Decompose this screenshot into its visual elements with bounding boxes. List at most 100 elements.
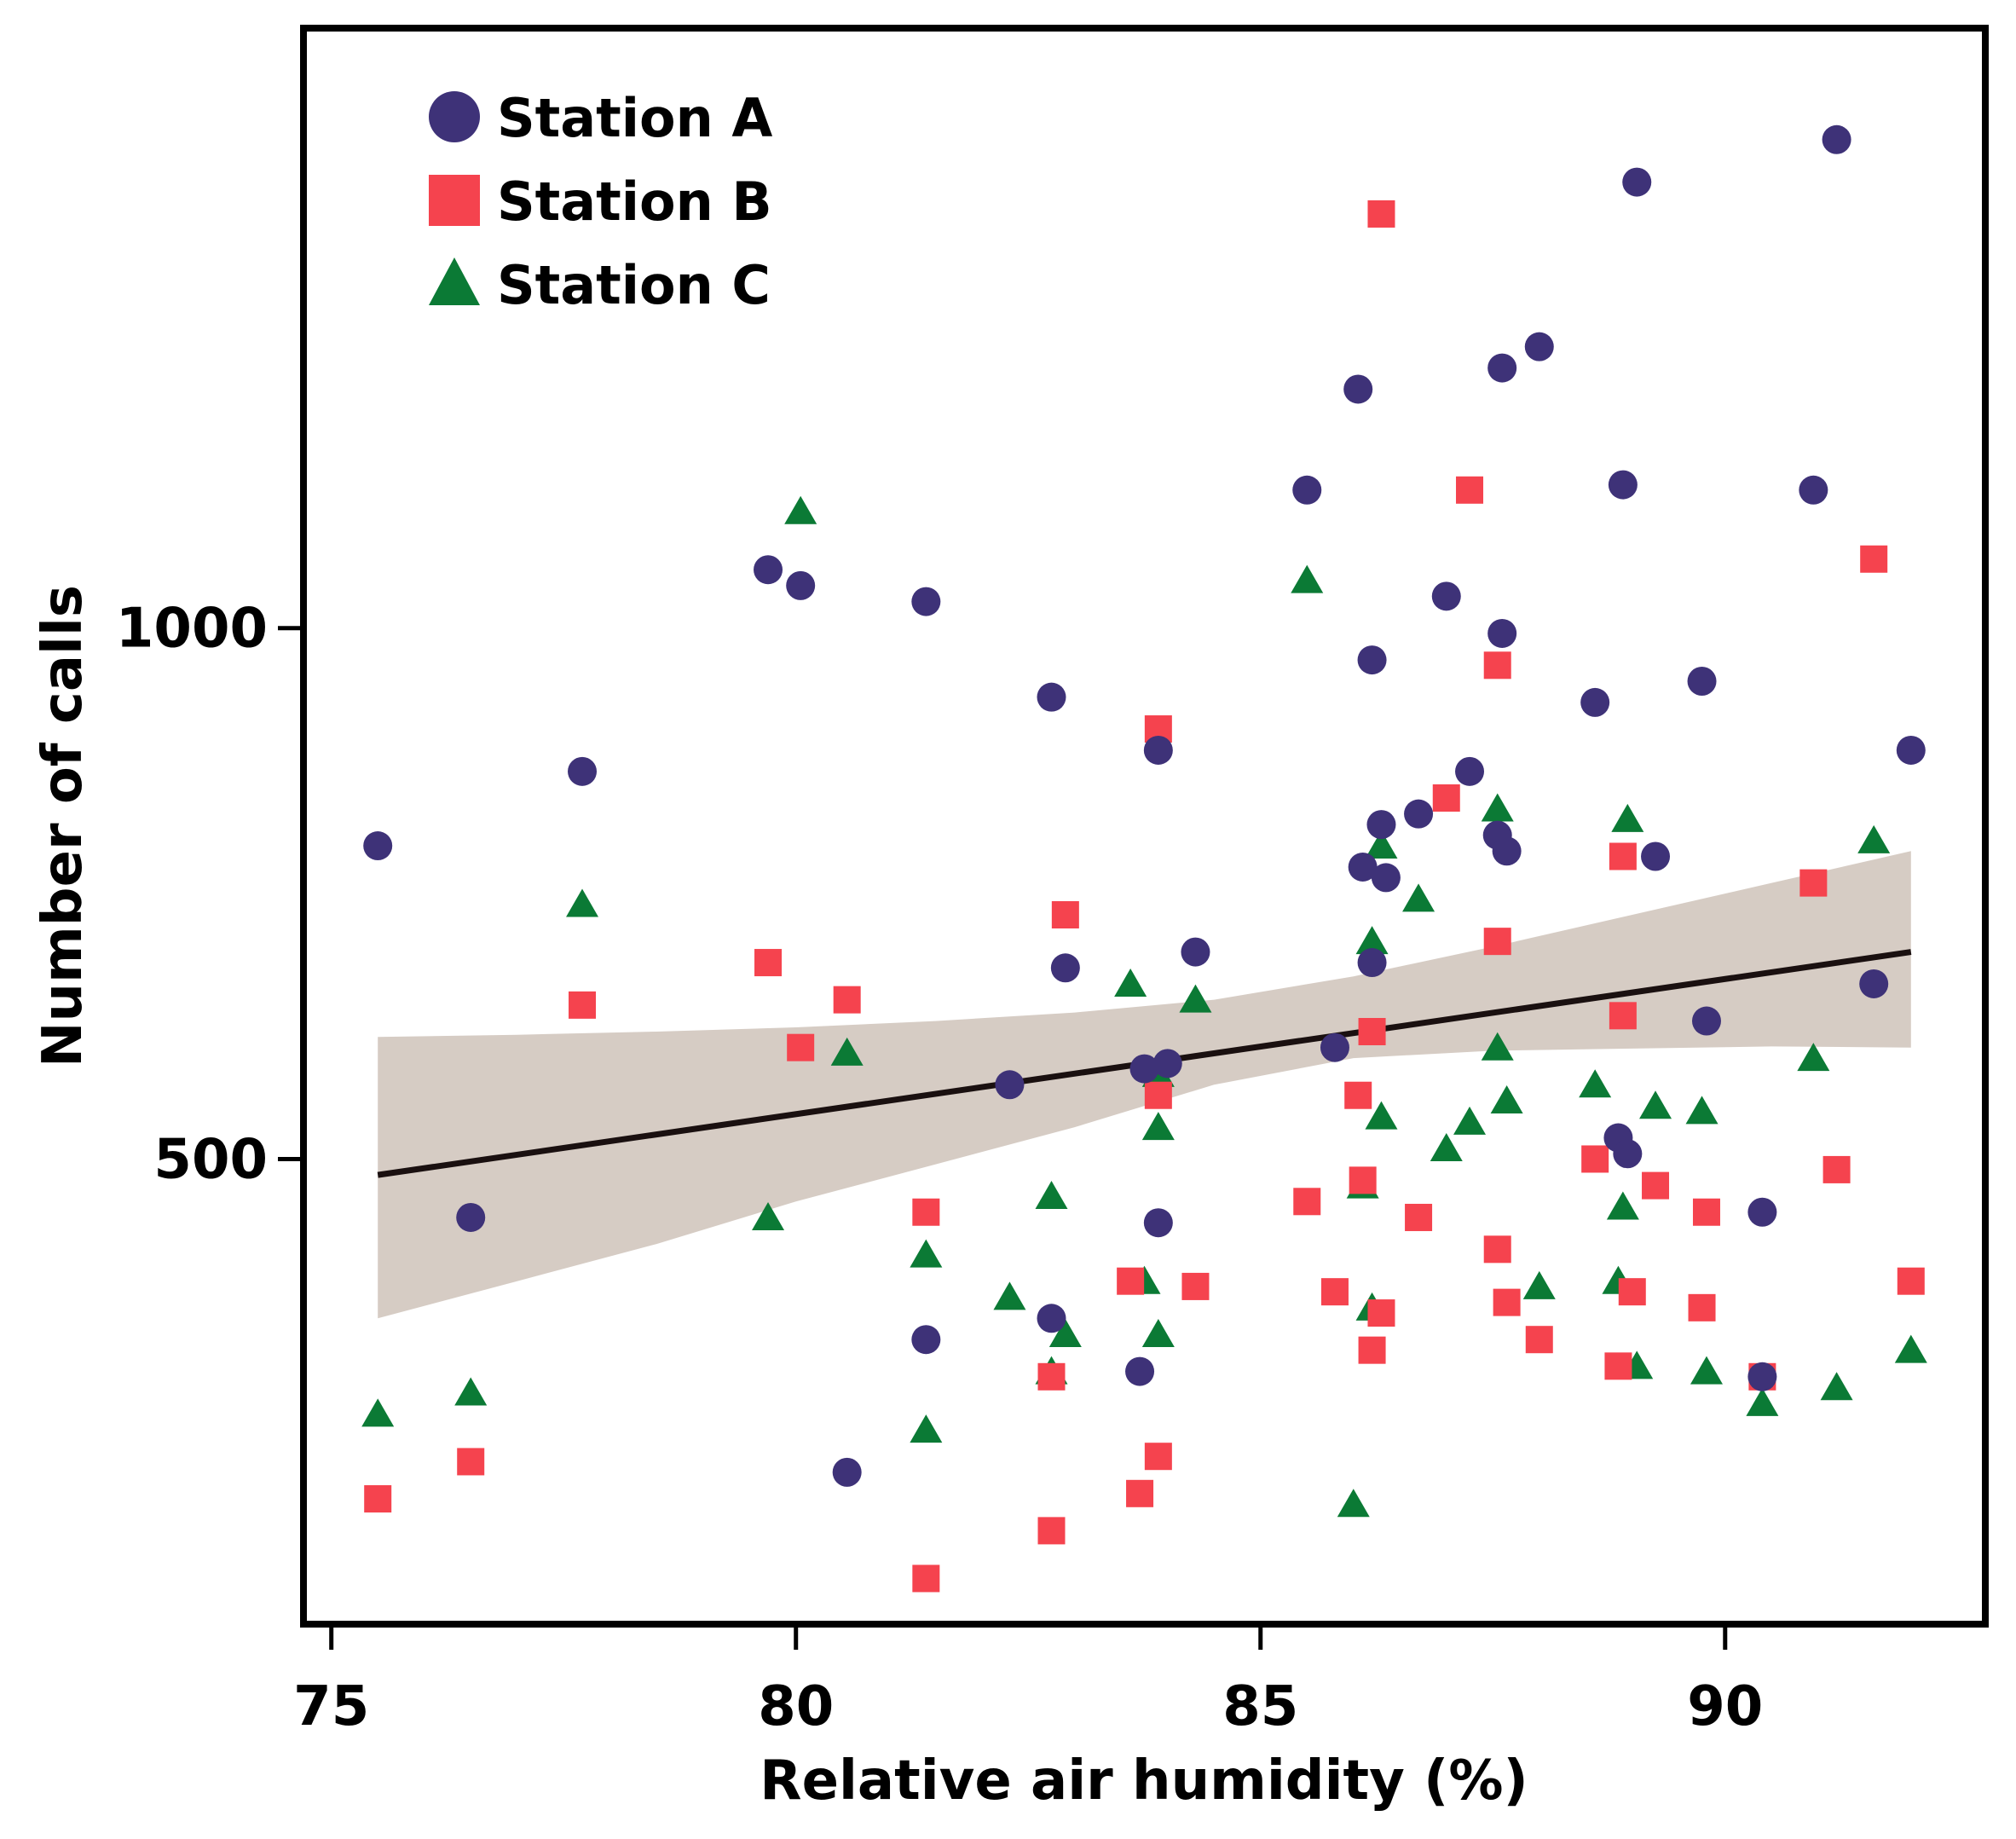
point-station-c (1690, 1356, 1723, 1385)
point-station-a (1524, 332, 1554, 361)
point-station-a (1492, 836, 1522, 866)
point-station-c (1746, 1387, 1779, 1416)
point-station-a (1181, 937, 1210, 967)
point-station-b (1860, 545, 1888, 573)
point-station-c (1048, 1318, 1082, 1347)
point-station-a (1859, 969, 1889, 998)
point-station-a (995, 1070, 1025, 1100)
point-station-c (1035, 1181, 1068, 1210)
series-a (363, 124, 1926, 1487)
point-station-b (1581, 1145, 1609, 1173)
point-station-c (993, 1281, 1026, 1310)
point-station-b (1618, 1278, 1646, 1306)
point-station-c (1430, 1133, 1463, 1162)
point-station-c (566, 888, 599, 917)
point-station-c (830, 1037, 864, 1066)
point-station-a (786, 570, 816, 600)
point-station-c (910, 1239, 943, 1268)
point-station-c (1481, 1032, 1514, 1061)
point-station-a (1037, 1304, 1066, 1333)
point-station-b (364, 1485, 392, 1513)
point-station-a (568, 756, 598, 786)
point-station-a (1487, 353, 1517, 383)
point-station-c (784, 495, 817, 524)
point-station-c (1179, 984, 1212, 1013)
point-station-b (1822, 1155, 1851, 1183)
point-station-b (1037, 1517, 1066, 1545)
legend-marker-station-b (429, 175, 480, 226)
legend: Station A Station B Station C (429, 87, 772, 316)
point-station-a (1143, 735, 1173, 765)
point-station-c (1797, 1043, 1830, 1072)
point-station-c (1453, 1106, 1487, 1135)
point-station-b (569, 991, 597, 1019)
point-station-b (1293, 1188, 1321, 1216)
point-station-a (456, 1202, 486, 1232)
point-station-b (912, 1198, 940, 1226)
point-station-a (1357, 948, 1387, 978)
point-station-b (1456, 476, 1484, 504)
x-tick-label: 90 (1687, 1675, 1763, 1738)
series-b (364, 200, 1925, 1593)
point-station-b (1483, 1235, 1511, 1264)
point-station-c (1606, 1191, 1639, 1220)
point-station-c (1337, 1489, 1370, 1518)
point-station-a (1320, 1032, 1349, 1062)
point-station-b (1126, 1479, 1154, 1507)
point-station-b (1320, 1278, 1349, 1306)
point-station-b (1051, 901, 1079, 928)
point-station-b (1144, 1443, 1172, 1471)
point-station-b (1483, 651, 1511, 680)
point-station-b (787, 1033, 815, 1061)
point-station-a (1455, 756, 1485, 786)
y-tick-label: 500 (153, 1128, 268, 1191)
point-station-a (1037, 682, 1066, 712)
point-station-a (1747, 1197, 1777, 1227)
point-station-c (1365, 830, 1398, 859)
point-station-a (911, 587, 941, 616)
point-station-a (1050, 953, 1080, 983)
point-station-c (1894, 1334, 1927, 1363)
point-station-c (1611, 803, 1644, 832)
point-station-b (457, 1448, 485, 1476)
point-station-a (1431, 581, 1461, 611)
point-station-c (1141, 1112, 1175, 1141)
point-station-b (1609, 842, 1637, 870)
point-station-b (1688, 1293, 1716, 1321)
point-station-b (1358, 1336, 1386, 1364)
point-station-c (1579, 1069, 1612, 1098)
x-tick-label: 80 (758, 1675, 834, 1738)
point-station-c (1402, 883, 1435, 912)
point-station-b (1344, 1081, 1372, 1109)
point-station-a (1747, 1362, 1777, 1391)
legend-marker-station-a (429, 91, 480, 142)
point-station-b (1609, 1002, 1637, 1030)
point-station-c (1481, 793, 1514, 822)
point-station-a (1896, 735, 1926, 765)
point-station-b (1117, 1267, 1145, 1295)
point-station-a (1366, 810, 1396, 840)
point-station-b (1493, 1288, 1521, 1316)
point-station-b (1604, 1352, 1632, 1380)
x-axis-title: Relative air humidity (%) (760, 1749, 1528, 1813)
point-station-a (1487, 618, 1517, 648)
point-station-b (754, 949, 783, 977)
point-station-c (1141, 1318, 1175, 1347)
point-station-b (1483, 928, 1511, 956)
point-station-c (910, 1414, 943, 1443)
point-station-b (1897, 1267, 1925, 1295)
point-station-c (1820, 1372, 1853, 1401)
point-station-a (832, 1457, 862, 1487)
legend-marker-station-c (429, 257, 480, 305)
point-station-a (1125, 1356, 1155, 1386)
point-station-b (1349, 1166, 1377, 1194)
point-station-b (1037, 1362, 1066, 1391)
point-station-a (1152, 1049, 1182, 1079)
point-station-a (1608, 470, 1638, 500)
point-station-c (1291, 564, 1324, 593)
point-station-a (1622, 167, 1652, 197)
data-points-layer (361, 124, 1927, 1593)
point-station-b (1358, 1018, 1386, 1046)
point-station-b (1799, 869, 1828, 897)
